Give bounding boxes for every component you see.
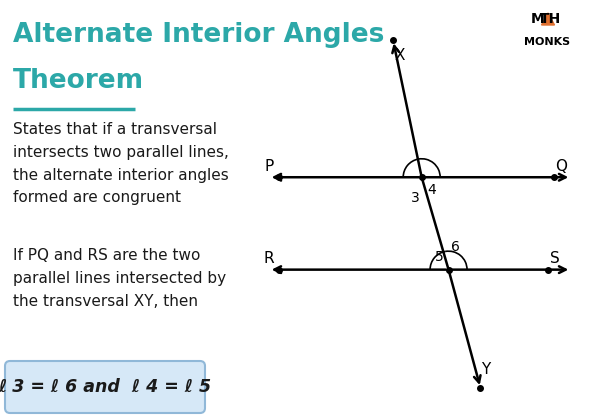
Text: Y: Y	[481, 362, 490, 377]
Text: TH: TH	[539, 12, 560, 26]
Text: 5: 5	[435, 250, 444, 264]
Text: Alternate Interior Angles: Alternate Interior Angles	[13, 22, 385, 48]
FancyBboxPatch shape	[5, 361, 205, 413]
Text: S: S	[550, 251, 559, 266]
Text: Q: Q	[555, 159, 567, 173]
Text: R: R	[263, 251, 274, 266]
Text: X: X	[395, 48, 405, 63]
Text: ℓ 3 = ℓ 6 and  ℓ 4 = ℓ 5: ℓ 3 = ℓ 6 and ℓ 4 = ℓ 5	[0, 378, 212, 396]
Text: 3: 3	[411, 191, 420, 205]
Text: M: M	[530, 12, 544, 26]
Text: MONKS: MONKS	[524, 37, 571, 47]
Text: P: P	[264, 159, 274, 173]
Text: If PQ and RS are the two
parallel lines intersected by
the transversal XY, then: If PQ and RS are the two parallel lines …	[13, 248, 226, 309]
Text: Theorem: Theorem	[13, 68, 144, 94]
Polygon shape	[542, 13, 554, 25]
Text: 6: 6	[451, 241, 460, 255]
Text: 4: 4	[427, 183, 436, 197]
Text: States that if a transversal
intersects two parallel lines,
the alternate interi: States that if a transversal intersects …	[13, 122, 229, 205]
